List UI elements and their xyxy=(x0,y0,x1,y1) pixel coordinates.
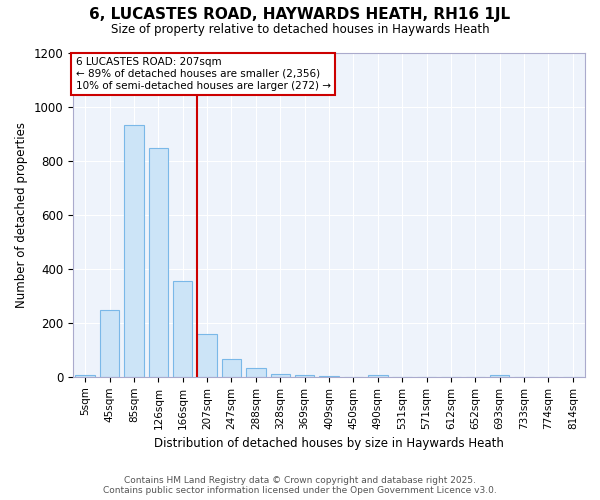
X-axis label: Distribution of detached houses by size in Haywards Heath: Distribution of detached houses by size … xyxy=(154,437,504,450)
Bar xyxy=(368,374,388,377)
Bar xyxy=(222,360,241,377)
Text: 6 LUCASTES ROAD: 207sqm
← 89% of detached houses are smaller (2,356)
10% of semi: 6 LUCASTES ROAD: 207sqm ← 89% of detache… xyxy=(76,58,331,90)
Bar xyxy=(76,376,95,377)
Y-axis label: Number of detached properties: Number of detached properties xyxy=(15,122,28,308)
Text: Size of property relative to detached houses in Haywards Heath: Size of property relative to detached ho… xyxy=(110,22,490,36)
Bar xyxy=(197,334,217,377)
Bar xyxy=(100,310,119,377)
Bar xyxy=(173,281,193,377)
Bar xyxy=(490,374,509,377)
Bar xyxy=(124,126,144,377)
Bar xyxy=(271,374,290,377)
Bar xyxy=(246,368,266,377)
Text: 6, LUCASTES ROAD, HAYWARDS HEATH, RH16 1JL: 6, LUCASTES ROAD, HAYWARDS HEATH, RH16 1… xyxy=(89,8,511,22)
Text: Contains HM Land Registry data © Crown copyright and database right 2025.
Contai: Contains HM Land Registry data © Crown c… xyxy=(103,476,497,495)
Bar xyxy=(319,376,339,377)
Bar xyxy=(295,376,314,377)
Bar xyxy=(149,148,168,377)
